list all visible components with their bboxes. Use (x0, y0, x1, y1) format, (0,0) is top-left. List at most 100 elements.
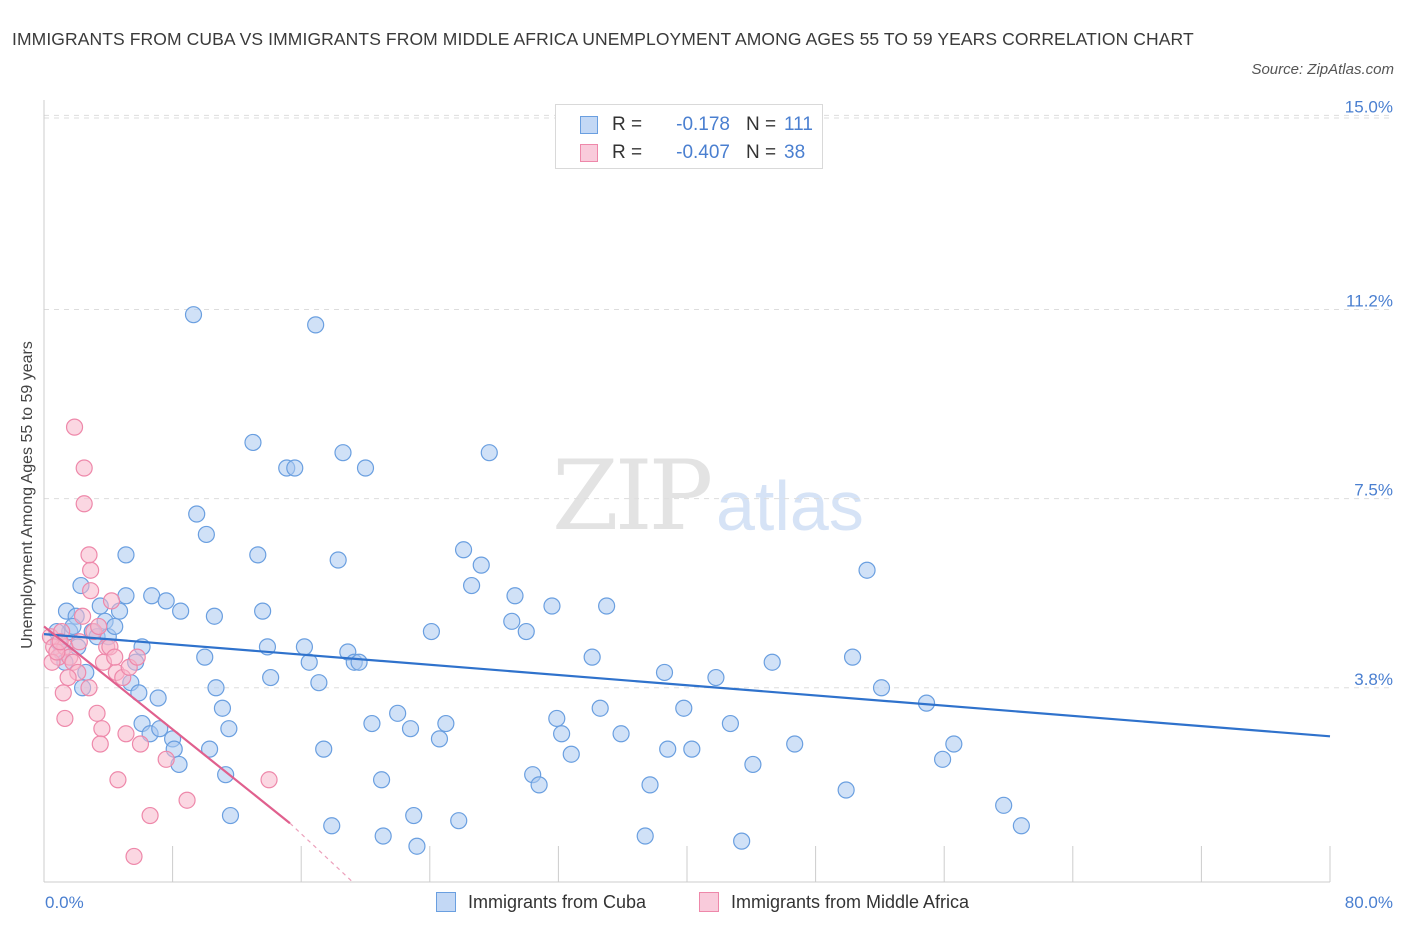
cuba-point (254, 602, 272, 620)
africa-point (131, 735, 150, 753)
bottom-legend-swatch-africa (699, 892, 719, 912)
cuba-point (591, 699, 609, 717)
africa-trend-line (43, 625, 291, 825)
cuba-point (184, 306, 203, 324)
cuba-point (583, 648, 601, 666)
cuba-point (517, 622, 535, 641)
cuba-point (244, 433, 262, 452)
cuba-point (350, 653, 368, 671)
cuba-point (733, 832, 751, 850)
africa-point (65, 418, 84, 436)
cuba-point (106, 617, 124, 636)
chart-title: IMMIGRANTS FROM CUBA VS IMMIGRANTS FROM … (12, 29, 1194, 49)
cuba-point (506, 587, 524, 605)
cuba-point (197, 525, 215, 544)
legend-n-label: N = (746, 142, 777, 163)
africa-point (109, 771, 127, 789)
cuba-point (562, 745, 580, 763)
cuba-point (553, 725, 571, 743)
cuba-point (422, 622, 441, 641)
y-tick-label-1: 7.5% (1354, 481, 1393, 500)
tick-labels: 3.8% 7.5% 11.2% 15.0% 0.0% 80.0% (45, 97, 1393, 912)
cuba-point (636, 827, 654, 845)
africa-point (75, 495, 93, 513)
cuba-point (945, 735, 963, 753)
legend-r-value: -0.178 (676, 114, 730, 135)
cuba-point (744, 755, 762, 774)
cuba-point (307, 316, 325, 334)
cuba-point (659, 740, 677, 758)
cuba-point (329, 551, 347, 569)
x-tick-label-1: 80.0% (1345, 893, 1393, 912)
cuba-point (641, 776, 659, 794)
cuba-point (389, 704, 407, 722)
cuba-point (480, 444, 498, 462)
africa-point (93, 720, 111, 738)
cuba-point (323, 817, 341, 835)
series-africa-points (41, 418, 278, 866)
cuba-point (196, 648, 214, 666)
cuba-point (1012, 817, 1030, 835)
cuba-point (220, 720, 238, 738)
legend-row-cuba: R = -0.178 N = 111 (580, 112, 813, 138)
cuba-point (430, 730, 449, 748)
legend-r-label: R = (612, 114, 643, 135)
x-tick-label-0: 0.0% (45, 893, 84, 912)
africa-point (80, 679, 98, 697)
cuba-point (837, 781, 855, 799)
series-cuba-points (48, 306, 1030, 855)
africa-trend-extension (289, 822, 354, 883)
africa-point (117, 725, 135, 743)
cuba-point (286, 459, 304, 477)
cuba-point (315, 740, 333, 758)
cuba-point (763, 653, 781, 671)
cuba-point (721, 714, 740, 733)
cuba-point (372, 771, 391, 789)
bottom-legend-swatch-cuba (436, 892, 456, 912)
y-tick-label-2: 11.2% (1346, 292, 1393, 311)
cuba-point (217, 766, 235, 784)
legend-swatch-africa (580, 144, 598, 162)
cuba-point (408, 837, 426, 855)
cuba-point (543, 597, 561, 615)
cuba-point (405, 806, 423, 825)
africa-point (54, 684, 72, 702)
cuba-point (707, 668, 725, 687)
cuba-point (843, 648, 862, 666)
africa-point (102, 592, 121, 610)
cuba-trend-line (43, 633, 1331, 738)
watermark-atlas: atlas (716, 467, 864, 545)
africa-point (128, 648, 146, 666)
cuba-point (143, 587, 161, 605)
africa-point (82, 582, 100, 600)
cuba-point (454, 541, 473, 559)
cuba-point (221, 806, 240, 825)
bottom-legend-africa: Immigrants from Middle Africa (699, 889, 969, 915)
bottom-legend-label-africa: Immigrants from Middle Africa (731, 891, 970, 912)
africa-point (260, 771, 278, 789)
legend-swatch-cuba (580, 116, 598, 134)
cuba-point (188, 505, 206, 523)
cuba-point (117, 546, 135, 564)
trend-lines (43, 625, 1331, 883)
cuba-point (548, 709, 566, 728)
axes (43, 100, 1331, 883)
y-tick-label-3: 15.0% (1345, 97, 1393, 116)
cuba-point (598, 597, 616, 615)
legend-n-label: N = (746, 114, 777, 135)
africa-point (178, 791, 196, 809)
cuba-point (356, 459, 375, 477)
africa-point (75, 459, 93, 477)
cuba-point (675, 699, 693, 717)
africa-point (80, 546, 98, 564)
cuba-point (872, 679, 891, 697)
cuba-point (151, 720, 169, 738)
cuba-point (117, 587, 135, 605)
africa-point (82, 561, 100, 579)
cuba-point (310, 674, 328, 692)
africa-point (125, 847, 143, 866)
africa-point (73, 607, 92, 625)
legend-r-value: -0.407 (676, 142, 730, 163)
legend-n-value: 38 (784, 142, 806, 163)
y-tick-label-0: 3.8% (1354, 670, 1393, 689)
